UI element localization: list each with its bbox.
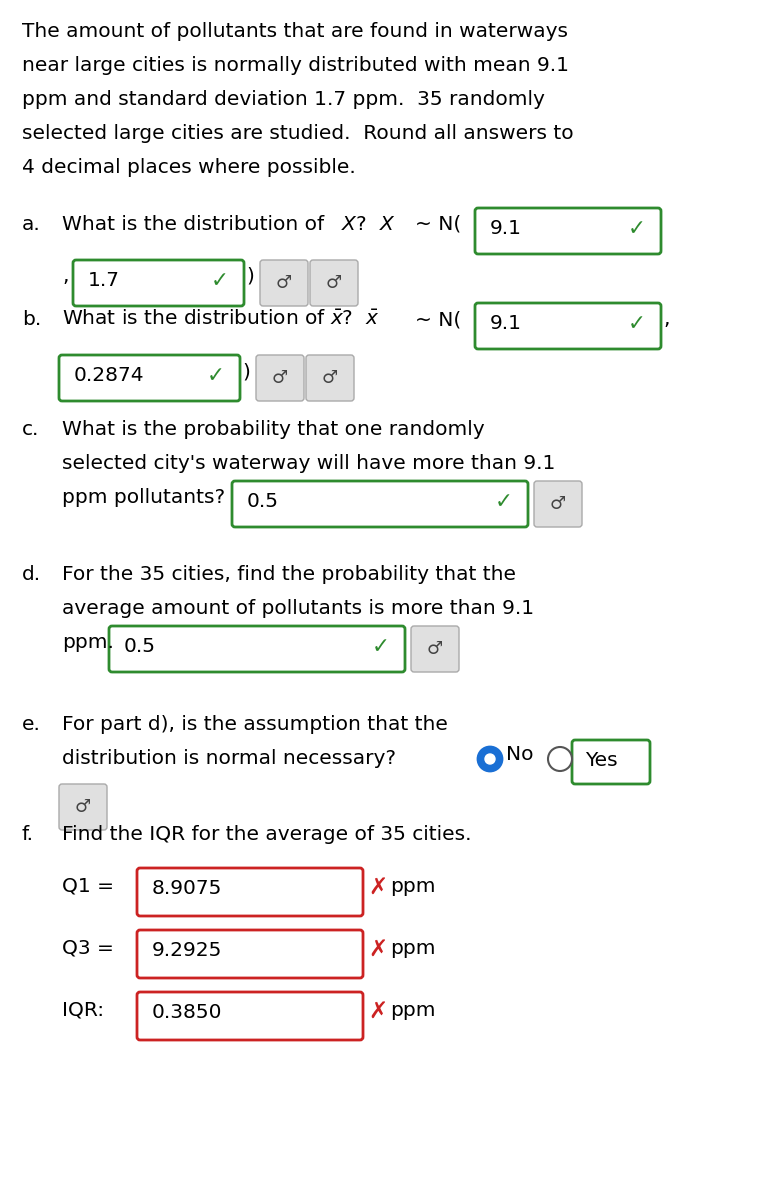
FancyBboxPatch shape (59, 355, 240, 401)
Text: ): ) (246, 266, 254, 286)
Text: e.: e. (22, 715, 41, 734)
FancyBboxPatch shape (232, 481, 528, 527)
Text: f.: f. (22, 826, 34, 844)
Text: $X$?  $X$: $X$? $X$ (341, 215, 395, 234)
Text: ♂: ♂ (427, 640, 443, 658)
Text: ♂: ♂ (272, 370, 288, 386)
Text: selected city's waterway will have more than 9.1: selected city's waterway will have more … (62, 454, 556, 473)
FancyBboxPatch shape (310, 260, 358, 306)
FancyBboxPatch shape (306, 355, 354, 401)
FancyBboxPatch shape (73, 260, 244, 306)
Text: The amount of pollutants that are found in waterways: The amount of pollutants that are found … (22, 22, 568, 41)
Text: ♂: ♂ (276, 274, 292, 292)
Text: 9.1: 9.1 (490, 314, 522, 332)
Text: ♂: ♂ (322, 370, 338, 386)
Text: Yes: Yes (585, 751, 618, 770)
Text: IQR:: IQR: (62, 1001, 104, 1020)
FancyBboxPatch shape (475, 208, 661, 254)
FancyBboxPatch shape (572, 740, 650, 784)
Text: What is the distribution of: What is the distribution of (62, 215, 330, 234)
Text: What is the probability that one randomly: What is the probability that one randoml… (62, 420, 485, 439)
Text: ✗: ✗ (368, 1001, 387, 1024)
Circle shape (485, 754, 495, 764)
FancyBboxPatch shape (534, 481, 582, 527)
Text: 0.5: 0.5 (124, 637, 156, 656)
Text: 8.9075: 8.9075 (152, 878, 222, 898)
Text: 1.7: 1.7 (88, 271, 120, 290)
Text: ppm: ppm (390, 1001, 435, 1020)
Text: ✓: ✓ (495, 492, 513, 512)
Text: What is the distribution of $\bar{x}$?  $\bar{x}$: What is the distribution of $\bar{x}$? $… (62, 310, 379, 329)
Text: ✓: ✓ (628, 314, 646, 334)
Text: ppm: ppm (390, 938, 435, 958)
Text: 0.2874: 0.2874 (74, 366, 145, 385)
Text: ♂: ♂ (326, 274, 342, 292)
Text: ppm: ppm (390, 877, 435, 896)
FancyBboxPatch shape (59, 784, 107, 830)
Text: Q1 =: Q1 = (62, 877, 114, 896)
Text: 9.2925: 9.2925 (152, 941, 222, 960)
FancyBboxPatch shape (475, 302, 661, 349)
Text: a.: a. (22, 215, 40, 234)
Text: Find the IQR for the average of 35 cities.: Find the IQR for the average of 35 citie… (62, 826, 472, 844)
Text: 4 decimal places where possible.: 4 decimal places where possible. (22, 158, 356, 176)
Text: selected large cities are studied.  Round all answers to: selected large cities are studied. Round… (22, 124, 573, 143)
Text: ✗: ✗ (368, 938, 387, 962)
Text: ∼ N(: ∼ N( (415, 310, 462, 329)
Text: distribution is normal necessary?: distribution is normal necessary? (62, 749, 396, 768)
FancyBboxPatch shape (137, 930, 363, 978)
Text: ppm.: ppm. (62, 634, 114, 652)
Circle shape (548, 746, 572, 770)
FancyBboxPatch shape (411, 626, 459, 672)
Text: ∼ N(: ∼ N( (415, 215, 462, 234)
Text: ppm pollutants?: ppm pollutants? (62, 488, 225, 506)
Text: 9.1: 9.1 (490, 218, 522, 238)
Text: near large cities is normally distributed with mean 9.1: near large cities is normally distribute… (22, 56, 569, 74)
Text: b.: b. (22, 310, 41, 329)
Text: For part d), is the assumption that the: For part d), is the assumption that the (62, 715, 448, 734)
Text: ✗: ✗ (368, 877, 387, 900)
Text: ppm and standard deviation 1.7 ppm.  35 randomly: ppm and standard deviation 1.7 ppm. 35 r… (22, 90, 545, 109)
FancyBboxPatch shape (109, 626, 405, 672)
Text: ✓: ✓ (372, 637, 390, 658)
Text: ✓: ✓ (207, 366, 225, 386)
Text: ,: , (62, 266, 68, 286)
Text: average amount of pollutants is more than 9.1: average amount of pollutants is more tha… (62, 599, 534, 618)
Text: No: No (506, 745, 534, 764)
FancyBboxPatch shape (137, 868, 363, 916)
Text: ✓: ✓ (628, 218, 646, 239)
FancyBboxPatch shape (137, 992, 363, 1040)
FancyBboxPatch shape (260, 260, 308, 306)
Text: ✓: ✓ (211, 271, 229, 290)
FancyBboxPatch shape (256, 355, 304, 401)
Text: ♂: ♂ (75, 798, 91, 816)
Circle shape (478, 746, 502, 770)
Text: c.: c. (22, 420, 40, 439)
Text: For the 35 cities, find the probability that the: For the 35 cities, find the probability … (62, 565, 516, 584)
Text: d.: d. (22, 565, 41, 584)
Text: ,: , (663, 310, 670, 329)
Text: ♂: ♂ (550, 494, 566, 514)
Text: 0.3850: 0.3850 (152, 1003, 222, 1022)
Text: Q3 =: Q3 = (62, 938, 114, 958)
Text: 0.5: 0.5 (247, 492, 279, 511)
Text: ): ) (242, 362, 250, 382)
